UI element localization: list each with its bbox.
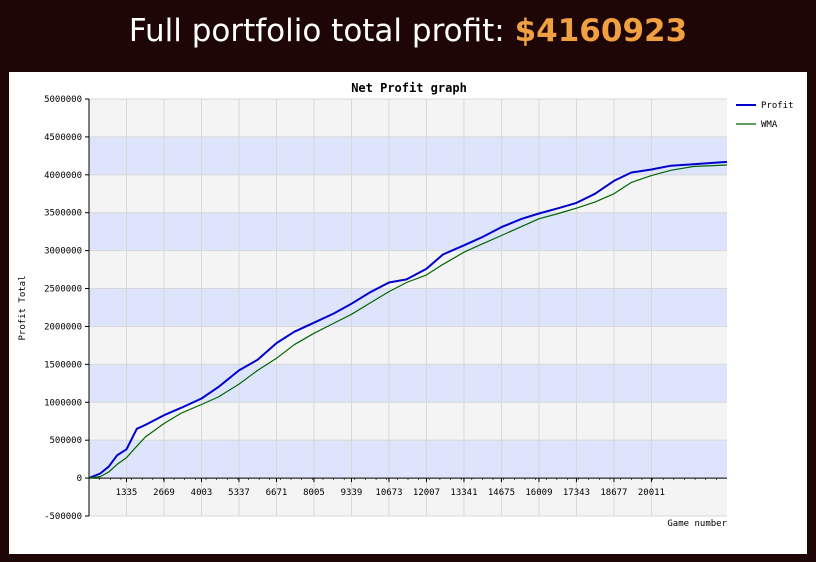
x-tick-label: 12007	[413, 488, 440, 498]
plot-band	[89, 326, 727, 365]
y-tick-label: 4000000	[44, 171, 82, 181]
series-line-wma	[88, 164, 728, 479]
x-axis-label: Game number	[667, 519, 727, 529]
plot-band	[89, 174, 727, 213]
plot-band	[89, 478, 727, 516]
x-tick-label: 5337	[228, 488, 250, 498]
plot-band	[89, 136, 727, 175]
profit-label: Full portfolio total profit:	[128, 13, 505, 49]
x-tick-label: 2669	[153, 488, 175, 498]
plot-band	[89, 250, 727, 289]
y-tick-label: 1500000	[44, 360, 82, 370]
profit-amount: $4160923	[514, 13, 688, 49]
y-tick-label: 3000000	[44, 247, 82, 257]
plot-band	[89, 402, 727, 441]
plot-band	[89, 99, 727, 137]
y-tick-label: 4500000	[44, 133, 82, 143]
x-tick-label: 14675	[488, 488, 515, 498]
y-tick-label: 500000	[49, 436, 82, 446]
y-axis-label: Profit Total	[18, 275, 28, 340]
x-tick-label: 20011	[638, 488, 665, 498]
y-tick-label: 2500000	[44, 285, 82, 295]
chart-panel: -500000 0 500000 1000000 1500000 2000000 25000…	[9, 72, 807, 554]
x-tick-label: 18677	[600, 488, 627, 498]
net-profit-chart: -500000 0 500000 1000000 1500000 2000000 25000…	[18, 81, 794, 529]
y-tick-label: 5000000	[44, 95, 82, 105]
x-tick-label: 8005	[303, 488, 325, 498]
y-tick-label: -500000	[44, 512, 82, 522]
legend-label: WMA	[761, 120, 778, 130]
plot-band	[89, 440, 727, 479]
series-line-profit	[88, 160, 728, 480]
x-tick-label: 4003	[191, 488, 213, 498]
x-tick-label: 6671	[266, 488, 288, 498]
legend-label: Profit	[761, 101, 794, 111]
plot-band	[89, 288, 727, 327]
plot-band	[89, 212, 727, 251]
chart-title: Net Profit graph	[351, 81, 467, 95]
x-tick-label: 10673	[375, 488, 402, 498]
x-tick-label: 16009	[525, 488, 552, 498]
y-tick-label: 0	[77, 474, 82, 484]
y-tick-label: 1000000	[44, 398, 82, 408]
x-tick-label: 9339	[341, 488, 363, 498]
x-tick-label: 17343	[563, 488, 590, 498]
x-tick-label: 1335	[116, 488, 138, 498]
plot-band	[89, 364, 727, 403]
y-tick-label: 3500000	[44, 209, 82, 219]
chart-legend: Profit WMA	[736, 101, 794, 130]
portfolio-profit-header: Full portfolio total profit: $4160923	[0, 0, 816, 62]
x-tick-label: 13341	[450, 488, 477, 498]
y-tick-label: 2000000	[44, 322, 82, 332]
